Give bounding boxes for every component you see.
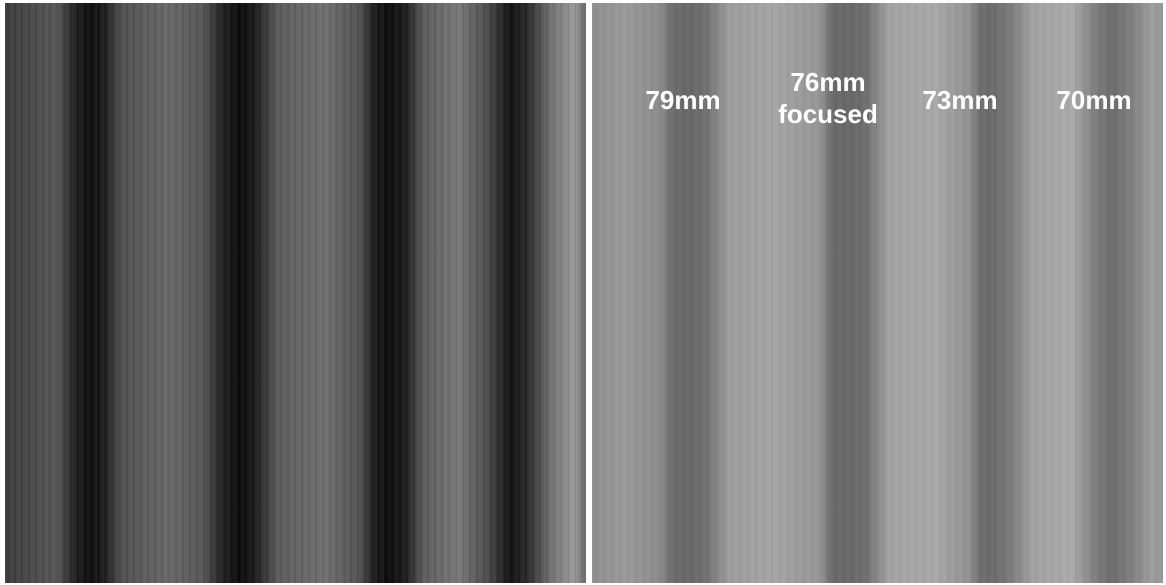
label-line: 79mm <box>645 84 720 116</box>
label-line: focused <box>778 98 878 130</box>
label-line: 70mm <box>1056 84 1131 116</box>
label-line: 76mm <box>778 66 878 98</box>
page: 79mm 76mmfocused 73mm 70mm <box>0 0 1166 585</box>
photo-left <box>5 3 586 583</box>
label-line: 73mm <box>922 84 997 116</box>
distance-label: 73mm <box>922 84 997 116</box>
distance-label: 70mm <box>1056 84 1131 116</box>
distance-label: 79mm <box>645 84 720 116</box>
